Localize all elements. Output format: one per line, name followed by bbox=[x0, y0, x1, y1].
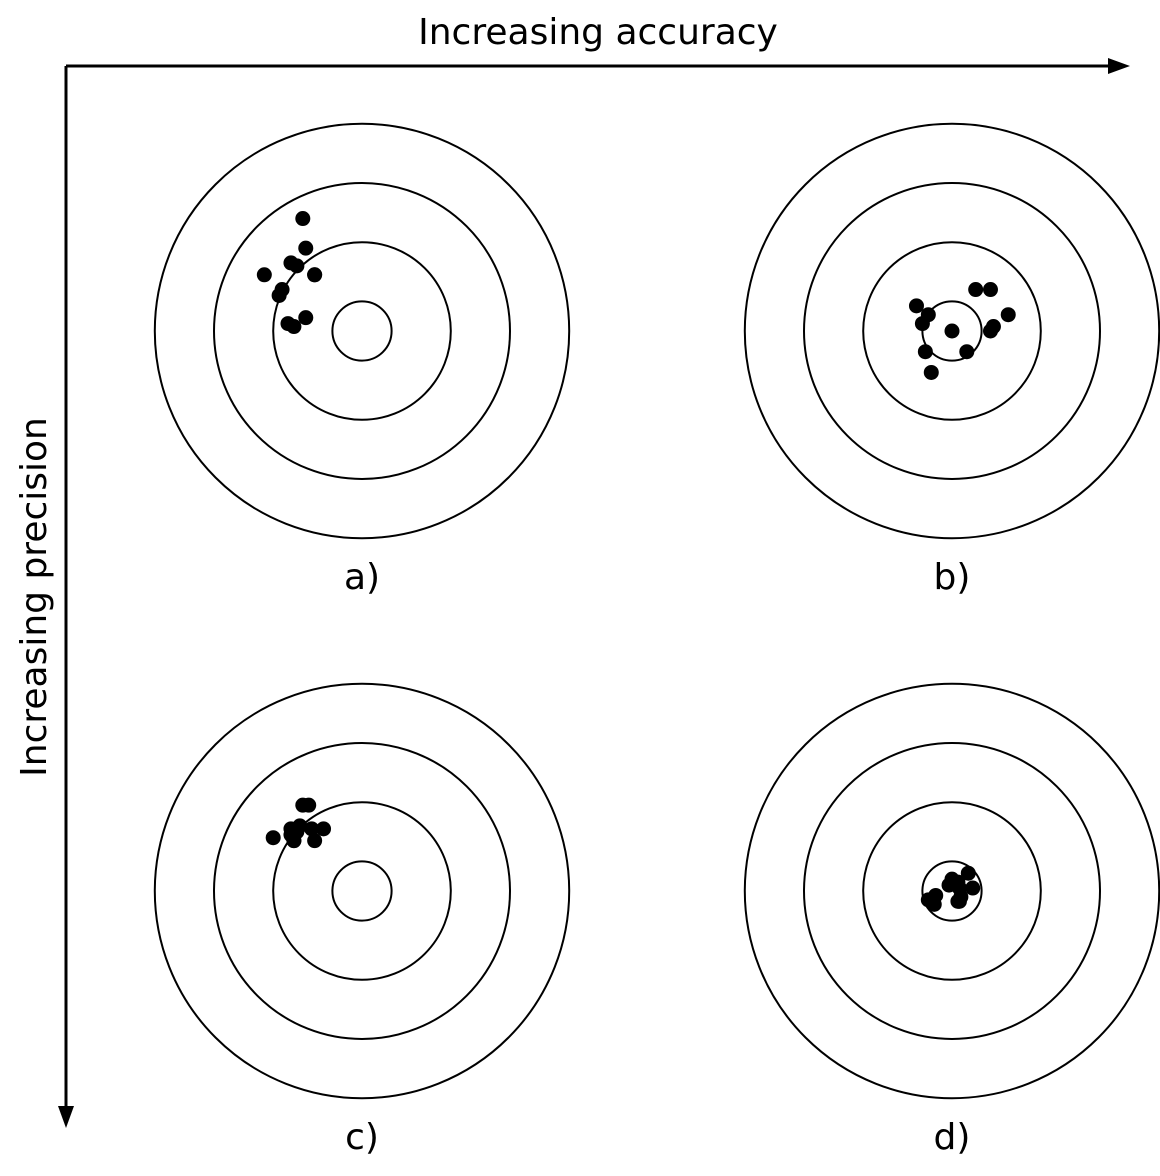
hit-dot bbox=[960, 865, 976, 881]
hit-dot bbox=[950, 893, 966, 909]
ring-4 bbox=[743, 122, 1160, 540]
panel-label: c) bbox=[345, 1117, 379, 1158]
hit-dot bbox=[286, 833, 302, 849]
hit-dot bbox=[289, 258, 305, 274]
hit-dot bbox=[304, 821, 320, 837]
panel-label: a) bbox=[344, 557, 380, 598]
hit-dot bbox=[301, 797, 317, 813]
hit-dot bbox=[316, 821, 332, 837]
panel-label: b) bbox=[934, 557, 971, 598]
ring-2 bbox=[272, 801, 452, 981]
ring-1 bbox=[921, 860, 983, 922]
ring-3 bbox=[803, 182, 1101, 480]
ring-4 bbox=[153, 682, 571, 1100]
ring-2 bbox=[862, 241, 1042, 421]
target-panel-d: d) bbox=[743, 682, 1160, 1158]
hit-dot bbox=[959, 344, 975, 360]
hit-dot bbox=[1000, 307, 1016, 323]
hit-dot bbox=[307, 833, 323, 849]
hit-dot bbox=[982, 323, 998, 339]
hit-dot bbox=[295, 211, 311, 227]
ring-3 bbox=[213, 182, 511, 480]
hit-dot bbox=[298, 240, 314, 256]
hit-dot bbox=[307, 267, 323, 283]
hit-dot bbox=[944, 323, 960, 339]
panel-label: d) bbox=[934, 1117, 971, 1158]
hit-dot bbox=[914, 316, 930, 332]
hit-dot bbox=[965, 880, 981, 896]
target-panel-c: c) bbox=[153, 682, 571, 1158]
hit-dot bbox=[908, 298, 924, 314]
ring-4 bbox=[743, 682, 1160, 1100]
hit-dot bbox=[917, 344, 933, 360]
hit-dot bbox=[926, 896, 942, 912]
ring-1 bbox=[331, 860, 393, 922]
hit-dot bbox=[286, 319, 302, 335]
ring-2 bbox=[272, 241, 452, 421]
ring-4 bbox=[153, 122, 571, 540]
hit-dot bbox=[923, 364, 939, 380]
x-axis-arrow bbox=[66, 58, 1130, 74]
hit-dot bbox=[271, 287, 287, 303]
hit-dot bbox=[941, 877, 957, 893]
x-axis-label: Increasing accuracy bbox=[418, 12, 778, 53]
hit-dot bbox=[298, 310, 314, 326]
ring-2 bbox=[862, 801, 1042, 981]
y-axis-arrow bbox=[58, 66, 74, 1128]
ring-3 bbox=[213, 742, 511, 1040]
hit-dot bbox=[968, 282, 984, 298]
target-panel-b: b) bbox=[743, 122, 1160, 598]
y-axis-label: Increasing precision bbox=[14, 417, 55, 777]
hit-dot bbox=[982, 282, 998, 298]
hit-dot bbox=[256, 267, 272, 283]
target-panel-a: a) bbox=[153, 122, 571, 598]
ring-1 bbox=[331, 300, 393, 362]
hit-dot bbox=[265, 830, 281, 846]
ring-3 bbox=[803, 742, 1101, 1040]
